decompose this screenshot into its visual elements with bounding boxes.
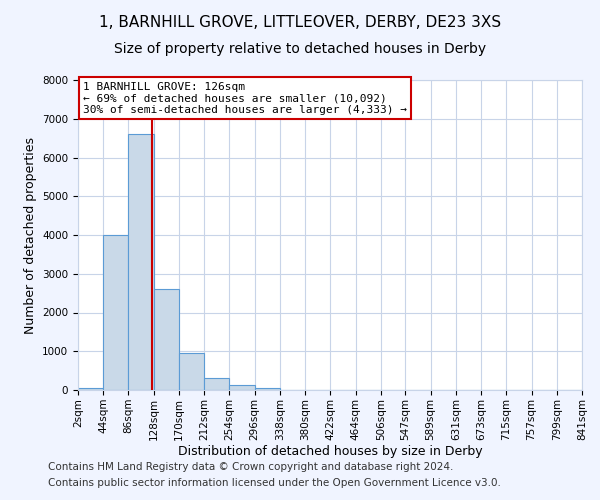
- Text: 1, BARNHILL GROVE, LITTLEOVER, DERBY, DE23 3XS: 1, BARNHILL GROVE, LITTLEOVER, DERBY, DE…: [99, 15, 501, 30]
- Text: Contains HM Land Registry data © Crown copyright and database right 2024.: Contains HM Land Registry data © Crown c…: [48, 462, 454, 472]
- Bar: [229, 385, 254, 390]
- Y-axis label: Number of detached properties: Number of detached properties: [23, 136, 37, 334]
- Bar: [103, 235, 128, 390]
- Bar: [179, 353, 204, 390]
- X-axis label: Distribution of detached houses by size in Derby: Distribution of detached houses by size …: [178, 446, 482, 458]
- Bar: [78, 388, 103, 390]
- Bar: [128, 134, 154, 390]
- Text: Contains public sector information licensed under the Open Government Licence v3: Contains public sector information licen…: [48, 478, 501, 488]
- Bar: [254, 388, 280, 390]
- Text: Size of property relative to detached houses in Derby: Size of property relative to detached ho…: [114, 42, 486, 56]
- Bar: [204, 378, 229, 390]
- Text: 1 BARNHILL GROVE: 126sqm
← 69% of detached houses are smaller (10,092)
30% of se: 1 BARNHILL GROVE: 126sqm ← 69% of detach…: [83, 82, 407, 115]
- Bar: [154, 289, 179, 390]
